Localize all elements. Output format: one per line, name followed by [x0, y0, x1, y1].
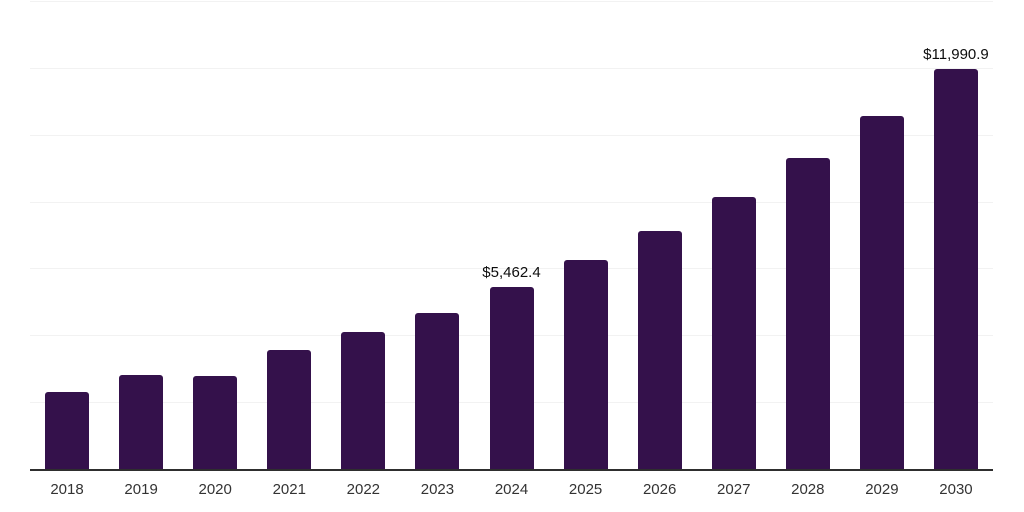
bar-slot-2029 [845, 2, 919, 470]
bar-2024 [489, 287, 534, 470]
bar-slot-2027 [697, 2, 771, 470]
bar-2030 [933, 69, 978, 470]
bar-2018 [45, 392, 90, 470]
x-axis-line [30, 469, 993, 471]
bar-2026 [637, 230, 682, 470]
x-tick-label-2028: 2028 [791, 481, 825, 498]
x-tick-label-2029: 2029 [865, 481, 899, 498]
x-tick-label-2022: 2022 [346, 481, 381, 498]
x-tick-label-2024: 2024 [494, 481, 529, 498]
bar-2023 [415, 312, 460, 470]
x-tick-label-2019: 2019 [124, 481, 158, 498]
x-axis: 2018 2019 2020 2021 2022 2023 2024 2025 2026 2027… [30, 480, 993, 500]
bar-slot-2030: $11,990.9 [919, 2, 993, 470]
x-tick-label-2021: 2021 [272, 481, 306, 498]
bar-slot-2025 [549, 2, 623, 470]
gridline [30, 268, 993, 270]
bar-2020 [193, 375, 238, 470]
plot-area: $5,462.4 $11,990.9 [30, 1, 993, 471]
gridline [30, 201, 993, 203]
bar-2025 [563, 260, 608, 470]
bar-slot-2026 [623, 2, 697, 470]
bar-slot-2024: $5,462.4 [474, 2, 548, 470]
bar-slot-2022 [326, 2, 400, 470]
bars-row: $5,462.4 $11,990.9 [30, 2, 993, 470]
bar-slot-2019 [104, 2, 178, 470]
bar-2021 [267, 350, 312, 470]
x-tick-label-2018: 2018 [50, 481, 84, 498]
bar-2027 [711, 196, 756, 470]
x-tick-label-2023: 2023 [420, 481, 455, 498]
x-tick-label-2025: 2025 [568, 481, 603, 498]
x-tick-label-2027: 2027 [717, 481, 751, 498]
bar-2028 [785, 158, 830, 470]
bar-slot-2020 [178, 2, 252, 470]
bar-2022 [341, 331, 386, 470]
bar-slot-2028 [771, 2, 845, 470]
bar-slot-2023 [400, 2, 474, 470]
x-tick-label-2030: 2030 [939, 481, 973, 498]
bar-2019 [119, 375, 164, 470]
bar-slot-2018 [30, 2, 104, 470]
gridline [30, 67, 993, 69]
gridline [30, 134, 993, 136]
value-label-2024: $5,462.4 [482, 264, 541, 282]
value-label-2030: $11,990.9 [923, 46, 989, 64]
bar-2029 [859, 116, 904, 470]
x-tick-label-2026: 2026 [642, 481, 677, 498]
bar-slot-2021 [252, 2, 326, 470]
x-tick-label-2020: 2020 [198, 481, 232, 498]
gridline [30, 1, 993, 2]
